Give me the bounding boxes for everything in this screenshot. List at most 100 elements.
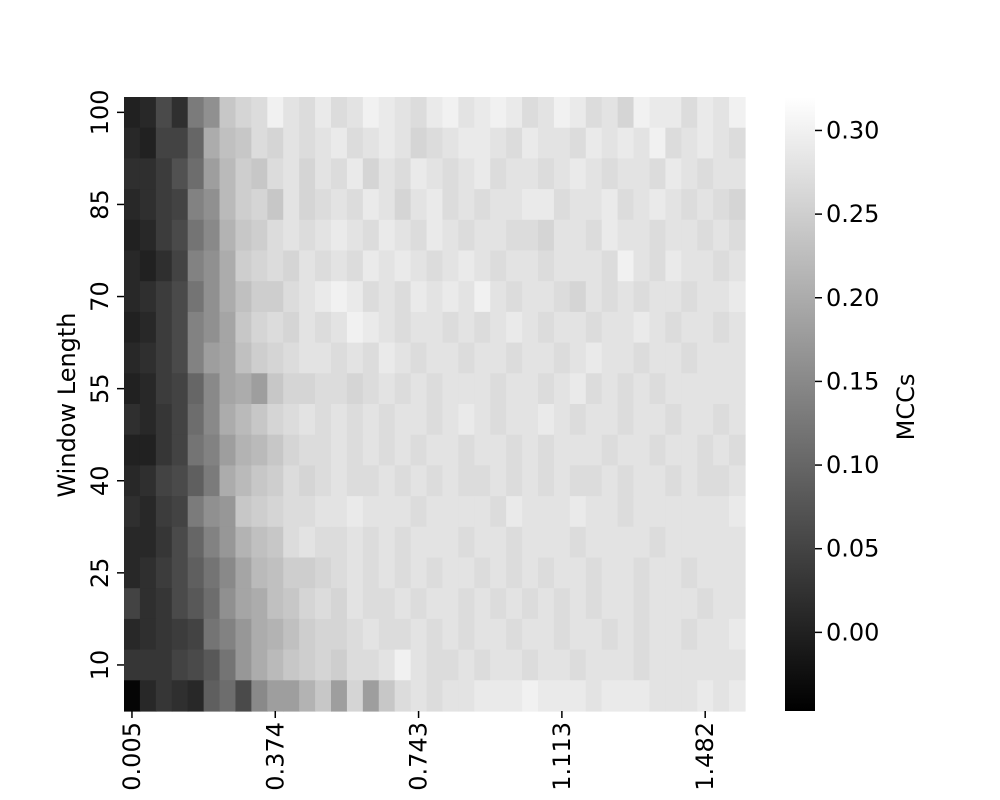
heatmap-cell [665,97,682,129]
heatmap-cell [410,465,428,497]
heatmap-cell [219,404,237,436]
heatmap-cell [299,434,316,466]
heatmap-cell [490,127,507,159]
heatmap-cell [187,281,205,313]
heatmap-cell [203,373,221,405]
heatmap-cell [331,189,348,221]
heatmap-cell [346,649,364,681]
heatmap-cell [219,342,237,374]
heatmap-cell [617,649,635,681]
heatmap-cell [506,618,523,651]
heatmap-cell [283,250,300,282]
heatmap-cell [219,311,237,344]
heatmap-cell [633,496,651,528]
heatmap-cell [410,557,428,589]
heatmap-cell [553,97,571,129]
heatmap-cell [283,127,300,159]
heatmap-cell [378,373,396,405]
heatmap-cell [713,127,730,159]
heatmap-cell [124,189,141,221]
heatmap-cell [617,373,635,405]
heatmap-cell [601,496,619,528]
heatmap-cell [522,189,539,221]
heatmap-cell [378,158,396,190]
heatmap-cell [235,127,252,159]
heatmap-cell [442,97,459,129]
heatmap-cell [124,127,141,159]
heatmap-cell [729,127,746,159]
heatmap-cell [729,618,746,651]
heatmap-cell [203,404,221,436]
heatmap-cell [713,526,730,559]
heatmap-cell [267,588,284,620]
heatmap-cell [235,311,252,344]
heatmap-cell [681,219,698,252]
heatmap-cell [267,526,284,559]
heatmap-cell [362,557,380,589]
heatmap-cell [219,250,237,282]
heatmap-cell [601,465,619,497]
heatmap-cell [235,189,252,221]
heatmap-cell [187,588,205,620]
heatmap-cell [331,434,348,466]
heatmap-cell [729,526,746,559]
heatmap-cell [219,588,237,620]
heatmap-cell [251,311,268,344]
heatmap-cell [187,680,205,712]
heatmap-cell [665,649,682,681]
heatmap-cell [697,588,714,620]
heatmap-cell [283,526,300,559]
heatmap-cell [649,618,666,651]
heatmap-cell [442,281,459,313]
heatmap-cell [346,526,364,559]
heatmap-cell [426,496,444,528]
heatmap-cell [697,158,714,190]
heatmap-cell [235,557,252,589]
heatmap-cell [203,649,221,681]
heatmap-cell [633,189,651,221]
heatmap-cell [394,434,412,466]
heatmap-cell [506,526,523,559]
heatmap-cell [187,557,205,589]
heatmap-cell [617,189,635,221]
heatmap-cell [251,219,268,252]
heatmap-cell [426,465,444,497]
heatmap-cell [219,496,237,528]
heatmap-cell [283,618,300,651]
heatmap-cell [283,557,300,589]
heatmap-cell [601,680,619,712]
heatmap-cell [315,342,332,374]
heatmap-cell [267,557,284,589]
heatmap-cell [490,342,507,374]
heatmap-cell [171,680,189,712]
heatmap-cell [315,281,332,313]
heatmap-cell [378,127,396,159]
heatmap-cell [713,342,730,374]
heatmap-cell [124,649,141,681]
heatmap-cell [522,557,539,589]
heatmap-cell [585,680,603,712]
heatmap-cell [171,281,189,313]
heatmap-cell [713,189,730,221]
heatmap-cell [124,158,141,190]
heatmap-cell [569,342,587,374]
heatmap-cell [331,97,348,129]
heatmap-cell [410,158,428,190]
y-tick-label: 10 [86,650,114,681]
heatmap-cell [394,588,412,620]
heatmap-cell [729,588,746,620]
heatmap-cell [235,250,252,282]
heatmap-cell [139,618,157,651]
heatmap-cell [139,311,157,344]
heatmap-cell [346,434,364,466]
heatmap-cell [585,219,603,252]
heatmap-cell [362,250,380,282]
heatmap-cell [283,649,300,681]
heatmap-cell [251,680,268,712]
heatmap-cell [490,588,507,620]
heatmap-cell [187,250,205,282]
heatmap-cell [203,127,221,159]
heatmap-cell [697,465,714,497]
heatmap-cell [553,434,571,466]
